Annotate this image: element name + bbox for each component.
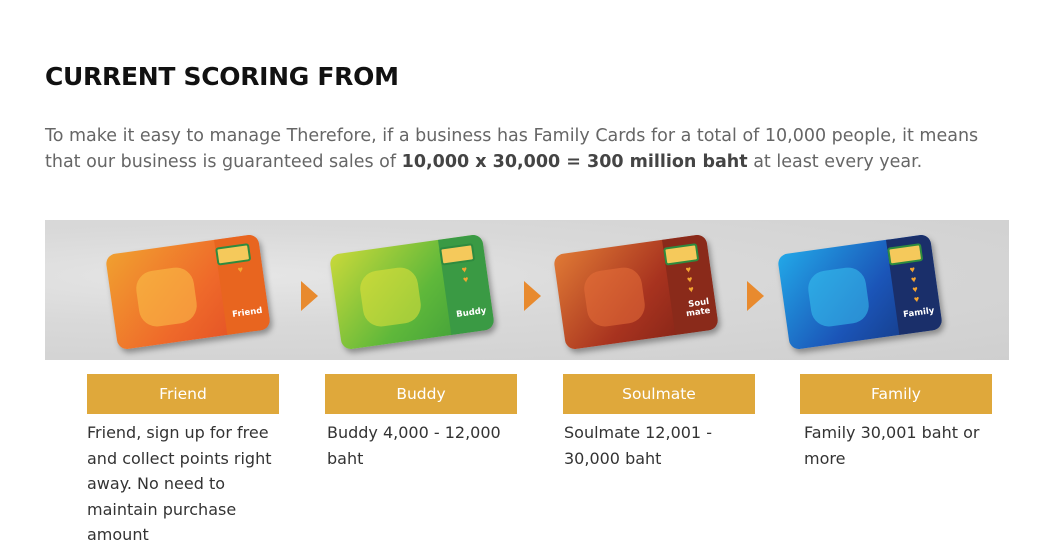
arrow-right-icon [524, 281, 541, 311]
brand-logo-icon [581, 265, 648, 329]
intro-text-start: To make it easy to manage Therefore, if … [45, 126, 979, 172]
heart-icons: ♥ ♥ [461, 264, 470, 285]
card-levels-banner: ♥ Friend ♥ ♥ Buddy ♥ ♥ ♥ Soul mate ♥ ♥ ♥ ♥ Fam… [45, 220, 1009, 360]
intro-paragraph: To make it easy to manage Therefore, if … [45, 123, 1005, 175]
tier-label-friend: Friend [87, 374, 279, 414]
page-title: CURRENT SCORING FROM [45, 62, 399, 91]
arrow-right-icon [747, 281, 764, 311]
brand-logo-icon [133, 265, 200, 329]
family-card-image: ♥ ♥ ♥ ♥ Family [777, 233, 943, 351]
tier-description-family: Family 30,001 baht or more [804, 423, 980, 468]
tier-label-family: Family [800, 374, 992, 414]
buddy-card-image: ♥ ♥ Buddy [329, 233, 495, 351]
tier-description-friend: Friend, sign up for free and collect poi… [87, 423, 272, 544]
brand-logo-icon [357, 265, 424, 329]
arrow-right-icon [301, 281, 318, 311]
intro-text-end: at least every year. [753, 152, 923, 172]
tier-label-buddy: Buddy [325, 374, 517, 414]
card-level-text: Soul mate [685, 296, 712, 320]
friend-card-image: ♥ Friend [105, 233, 271, 351]
intro-highlight: 10,000 x 30,000 = 300 million baht [401, 152, 748, 172]
soulmate-card-image: ♥ ♥ ♥ Soul mate [553, 233, 719, 351]
brand-logo-icon [805, 265, 872, 329]
heart-icons: ♥ [237, 264, 244, 275]
tier-label-soulmate: Soulmate [563, 374, 755, 414]
tier-description-soulmate: Soulmate 12,001 - 30,000 baht [564, 423, 712, 468]
tier-description-buddy: Buddy 4,000 - 12,000 baht [327, 423, 501, 468]
